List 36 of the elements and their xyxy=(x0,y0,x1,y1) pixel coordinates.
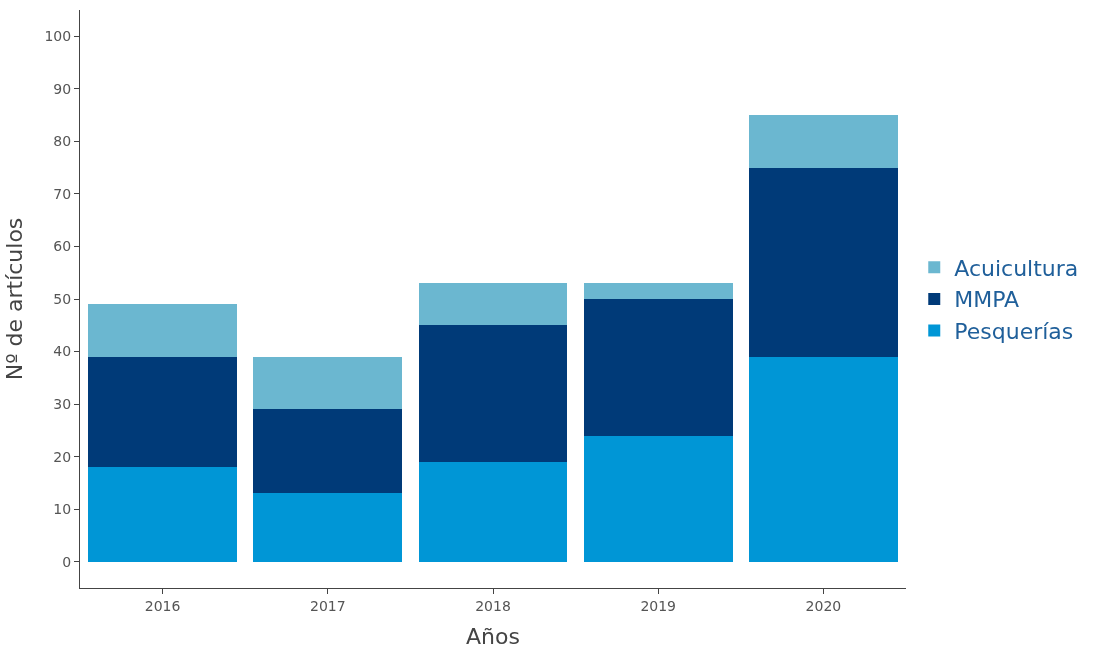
y-tick-label: 100 xyxy=(44,28,72,45)
bar xyxy=(253,493,403,562)
x-axis-title: Años xyxy=(466,623,520,649)
bar xyxy=(418,283,568,326)
legend-label: Pesquerías xyxy=(954,319,1074,345)
y-tick-label: 30 xyxy=(53,395,72,412)
bar xyxy=(88,467,237,562)
bar xyxy=(253,356,403,410)
x-tick-label: 2018 xyxy=(475,597,511,614)
y-tick-label: 80 xyxy=(53,133,72,150)
bar xyxy=(583,435,733,562)
y-tick-label: 50 xyxy=(53,290,72,307)
x-tick-label: 2016 xyxy=(144,597,181,614)
x-tick-label: 2017 xyxy=(309,597,346,614)
y-tick-label: 90 xyxy=(53,80,72,97)
bar xyxy=(583,283,733,299)
x-tick-label: 2020 xyxy=(805,597,842,614)
y-tick-label: 20 xyxy=(53,448,72,465)
legend-label: Acuicultura xyxy=(954,255,1079,281)
y-tick-label: 60 xyxy=(53,238,72,255)
bar xyxy=(253,409,403,494)
bar xyxy=(418,325,568,462)
y-axis-title: Nº de artículos xyxy=(2,217,28,381)
bar xyxy=(583,299,733,436)
bar xyxy=(749,356,898,562)
bar xyxy=(749,167,898,357)
bar xyxy=(88,356,237,468)
y-tick-label: 70 xyxy=(53,185,72,202)
y-tick-label: 10 xyxy=(53,501,72,518)
bar xyxy=(749,115,898,168)
y-tick-label: 0 xyxy=(62,553,72,570)
y-tick-label: 40 xyxy=(53,343,72,360)
x-tick-label: 2019 xyxy=(640,597,677,614)
bar xyxy=(88,304,237,357)
bar xyxy=(418,461,568,562)
legend-label: MMPA xyxy=(954,287,1020,313)
